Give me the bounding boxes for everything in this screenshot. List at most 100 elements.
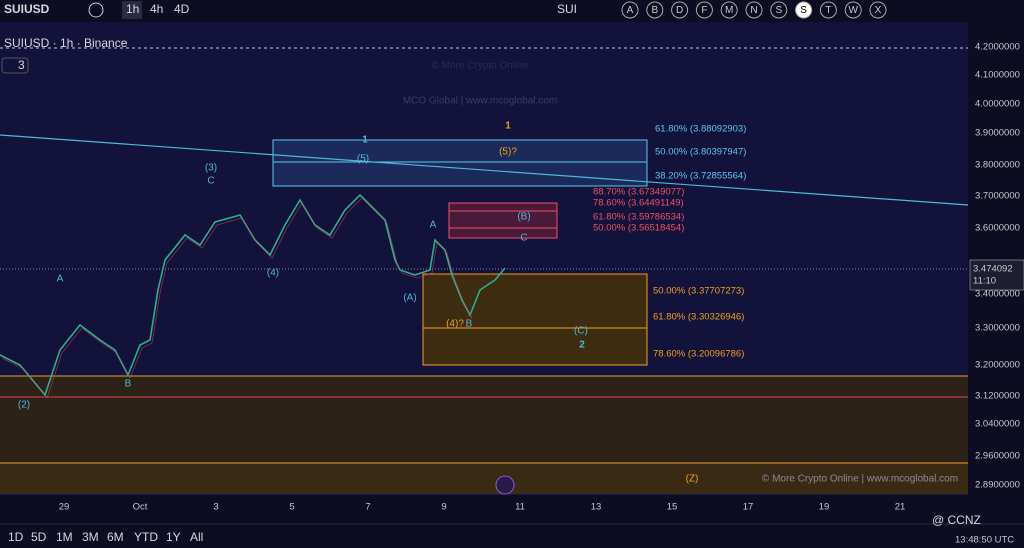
price-label: 3.7000000 — [975, 191, 1020, 202]
date-label: 7 — [365, 502, 370, 513]
letter-button[interactable] — [720, 1, 738, 19]
fib-label: 38.20% (3.72855564) — [655, 171, 746, 182]
wave-label: 1 — [362, 135, 368, 146]
wave-label: (4) — [267, 268, 279, 279]
fib-label: 78.60% (3.64491149) — [593, 198, 684, 209]
range-button[interactable]: 3M — [82, 530, 99, 544]
price-label: 3.4000000 — [975, 289, 1020, 300]
letter-label: A — [627, 5, 634, 16]
add-button[interactable] — [88, 2, 104, 18]
date-labels: 29 Oct 3 5 7 9 11 13 15 17 19 21 — [59, 502, 906, 513]
letter-label: T — [825, 5, 831, 16]
range-button[interactable]: 1Y — [166, 530, 181, 544]
date-label: 9 — [441, 502, 446, 513]
range-buttons: 1D 5D 1M 3M 6M YTD 1Y All — [8, 530, 203, 544]
ticker[interactable]: SUI — [557, 2, 577, 16]
date-label: Oct — [133, 502, 148, 513]
letter-label: N — [750, 5, 757, 16]
price-axis — [968, 22, 1024, 494]
date-label: 17 — [743, 502, 754, 513]
range-button[interactable]: 1M — [56, 530, 73, 544]
letter-button[interactable] — [671, 1, 689, 19]
legend-title: SUIUSD · 1h · Binance — [4, 36, 128, 50]
letter-button[interactable] — [844, 1, 862, 19]
letter-label: M — [725, 5, 733, 16]
toolbar — [0, 0, 1024, 21]
letter-button[interactable] — [770, 1, 788, 19]
wave-label: C — [207, 176, 214, 187]
fib-label: 61.80% (3.88092903) — [655, 124, 746, 135]
wave-label: (B) — [517, 212, 530, 223]
symbol[interactable]: SUIUSD — [4, 2, 50, 16]
fib-label: 50.00% (3.37707273) — [653, 286, 744, 297]
red-box — [448, 202, 558, 239]
range-button[interactable]: 6M — [107, 530, 124, 544]
fib-label: 50.00% (3.56518454) — [593, 223, 684, 234]
interval[interactable]: 1h — [126, 2, 139, 16]
wave-label: (5) — [357, 154, 369, 165]
legend-count: 3 — [18, 58, 25, 72]
wave-label: (A) — [403, 293, 416, 304]
letter-label: S — [775, 5, 782, 16]
letter-button[interactable] — [695, 1, 713, 19]
wave-label: (Z) — [686, 474, 699, 485]
watermark-footer: © More Crypto Online | www.mcoglobal.com — [762, 474, 958, 485]
range-button[interactable]: YTD — [134, 530, 158, 544]
letter-label: D — [676, 5, 683, 16]
price-series-shadow — [1, 197, 473, 399]
letter-label: S — [800, 5, 807, 16]
range-button[interactable]: All — [190, 530, 203, 544]
wave-label: A — [57, 274, 64, 285]
wave-label: B — [466, 319, 473, 330]
letter-button[interactable] — [869, 1, 887, 19]
wave-label: (C) — [574, 326, 588, 337]
wave-label: (5)? — [499, 147, 517, 158]
price-label: 4.2000000 — [975, 42, 1020, 53]
date-label: 21 — [895, 502, 906, 513]
price-label: 4.0000000 — [975, 99, 1020, 110]
trendline — [0, 134, 969, 206]
letter-label: B — [651, 5, 658, 16]
legend-toggle[interactable] — [1, 57, 29, 74]
wave-label: A — [430, 220, 437, 231]
wave-label: (3) — [205, 163, 217, 174]
price-label: 3.0400000 — [975, 419, 1020, 430]
clock: 13:48:50 UTC — [955, 535, 1014, 546]
interval[interactable]: 4h — [150, 2, 163, 16]
wave-label: (2) — [18, 400, 30, 411]
range-button[interactable]: 5D — [31, 530, 47, 544]
letter-button[interactable] — [621, 1, 639, 19]
wave-labels: (2)AB(3)C(4)1(5)A(A)(4)? B(B)C(C)21(5)?(Z… — [18, 121, 699, 485]
price-label: 2.8900000 — [975, 480, 1020, 491]
fib-label: 50.00% (3.80397947) — [655, 147, 746, 158]
current-price-badge — [969, 259, 1024, 291]
range-button[interactable]: 1D — [8, 530, 24, 544]
letter-button[interactable] — [819, 1, 837, 19]
price-label: 3.3000000 — [975, 323, 1020, 334]
price-label: 3.6000000 — [975, 223, 1020, 234]
interval[interactable]: 4D — [174, 2, 190, 16]
price-label: 3.1200000 — [975, 391, 1020, 402]
countdown: 11:10 — [973, 276, 996, 287]
letter-button[interactable] — [795, 1, 813, 19]
date-label: 11 — [515, 502, 525, 513]
letter-button[interactable] — [745, 1, 763, 19]
orange-box — [422, 273, 648, 366]
event-icon[interactable] — [495, 475, 515, 495]
price-label: 3.8000000 — [975, 160, 1020, 171]
price-labels: 4.2000000 4.1000000 4.0000000 3.9000000 3.80… — [975, 42, 1020, 491]
wave-label: 1 — [505, 121, 511, 132]
watermark: © More Crypto Online — [432, 61, 529, 72]
fib-label: 61.80% (3.59786534) — [593, 212, 684, 223]
date-label: 19 — [819, 502, 830, 513]
letter-label: X — [875, 5, 882, 16]
current-price: 3.474092 — [973, 264, 1013, 275]
wave-label: C — [520, 233, 527, 244]
cyan-box — [272, 139, 648, 187]
letter-button[interactable] — [646, 1, 664, 19]
price-label: 3.9000000 — [975, 128, 1020, 139]
wave-label: B — [125, 379, 132, 390]
fib-label: 78.60% (3.20096786) — [653, 349, 744, 360]
